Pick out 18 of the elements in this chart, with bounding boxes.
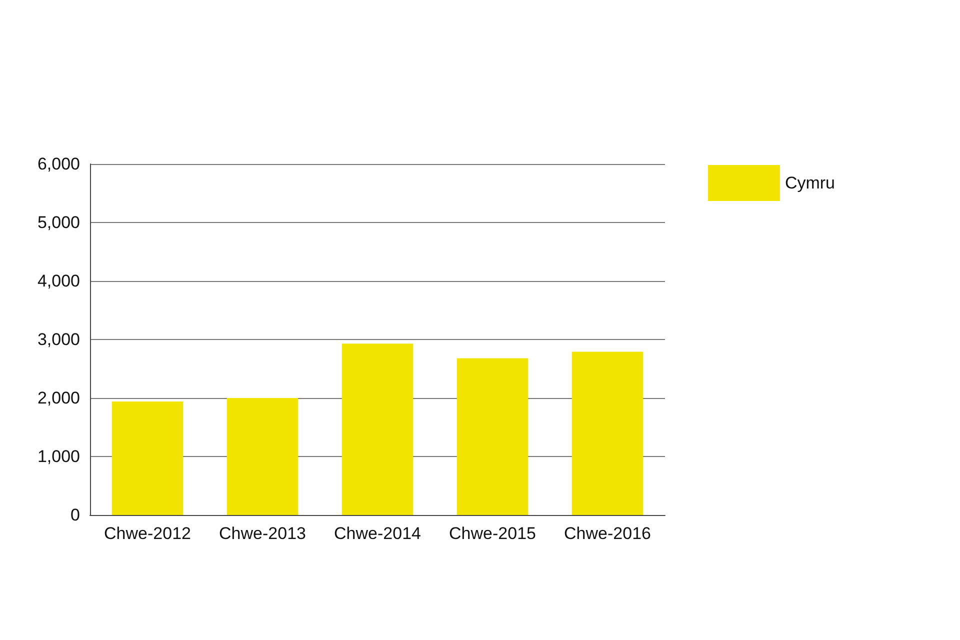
- y-tick-label: 3,000: [37, 330, 80, 349]
- y-tick-label: 6,000: [37, 154, 80, 174]
- y-tick-label: 1,000: [37, 447, 80, 466]
- bar: [456, 358, 528, 515]
- x-tick-label: Chwe-2015: [449, 524, 536, 543]
- bar: [342, 344, 414, 515]
- bar: [112, 402, 184, 515]
- x-tick-label: Chwe-2012: [104, 524, 191, 543]
- y-tick-label: 4,000: [37, 272, 80, 290]
- y-tick-label: 0: [70, 506, 80, 524]
- bar: [226, 398, 298, 515]
- legend-label: Cymru: [784, 174, 836, 192]
- y-tick-label: 2,000: [37, 388, 80, 408]
- x-tick-label: Chwe-2013: [219, 524, 306, 543]
- x-tick-label: Chwe-2016: [564, 524, 651, 543]
- bar: [572, 352, 644, 515]
- y-tick-label: 5,000: [37, 213, 80, 232]
- x-tick-label: Chwe-2014: [334, 524, 421, 543]
